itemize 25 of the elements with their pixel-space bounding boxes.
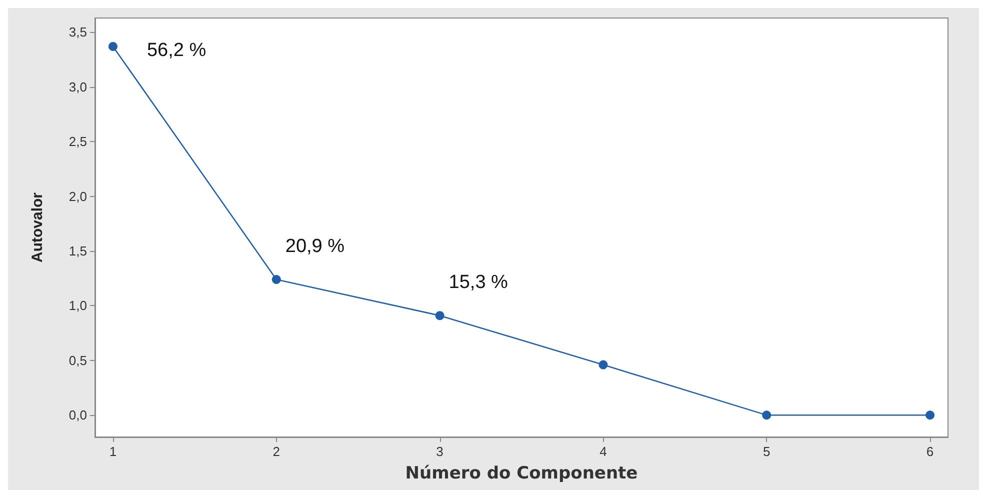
y-axis-title: Autovalor: [29, 192, 46, 263]
y-tick-label: 2,0: [68, 188, 87, 204]
annotation: 15,3 %: [448, 272, 508, 294]
y-tick-label: 1,0: [68, 298, 87, 314]
annotation: 56,2 %: [146, 40, 206, 61]
y-tick-label: 0,0: [68, 408, 87, 423]
annotation: 20,9 %: [285, 236, 345, 257]
x-tick-label: 4: [600, 444, 607, 459]
x-tick-label: 3: [436, 444, 444, 459]
point: [435, 311, 444, 320]
y-tick-label: 0,5: [68, 352, 87, 368]
x-tick-label: 2: [272, 444, 280, 459]
point: [926, 410, 935, 420]
x-axis-title: Número do Componente: [405, 464, 638, 484]
y-tick-label: 2,5: [68, 134, 87, 150]
x-tick-label: 6: [926, 444, 934, 459]
point: [272, 274, 281, 284]
x-tick-label: 5: [763, 444, 770, 459]
point: [108, 42, 118, 51]
y-tick-label: 1,5: [68, 244, 87, 259]
y-tick-label: 3,0: [68, 79, 87, 94]
point: [762, 410, 772, 420]
x-tick-label: 1: [109, 444, 117, 459]
y-tick-label: 3,5: [68, 24, 87, 40]
point: [598, 360, 608, 370]
